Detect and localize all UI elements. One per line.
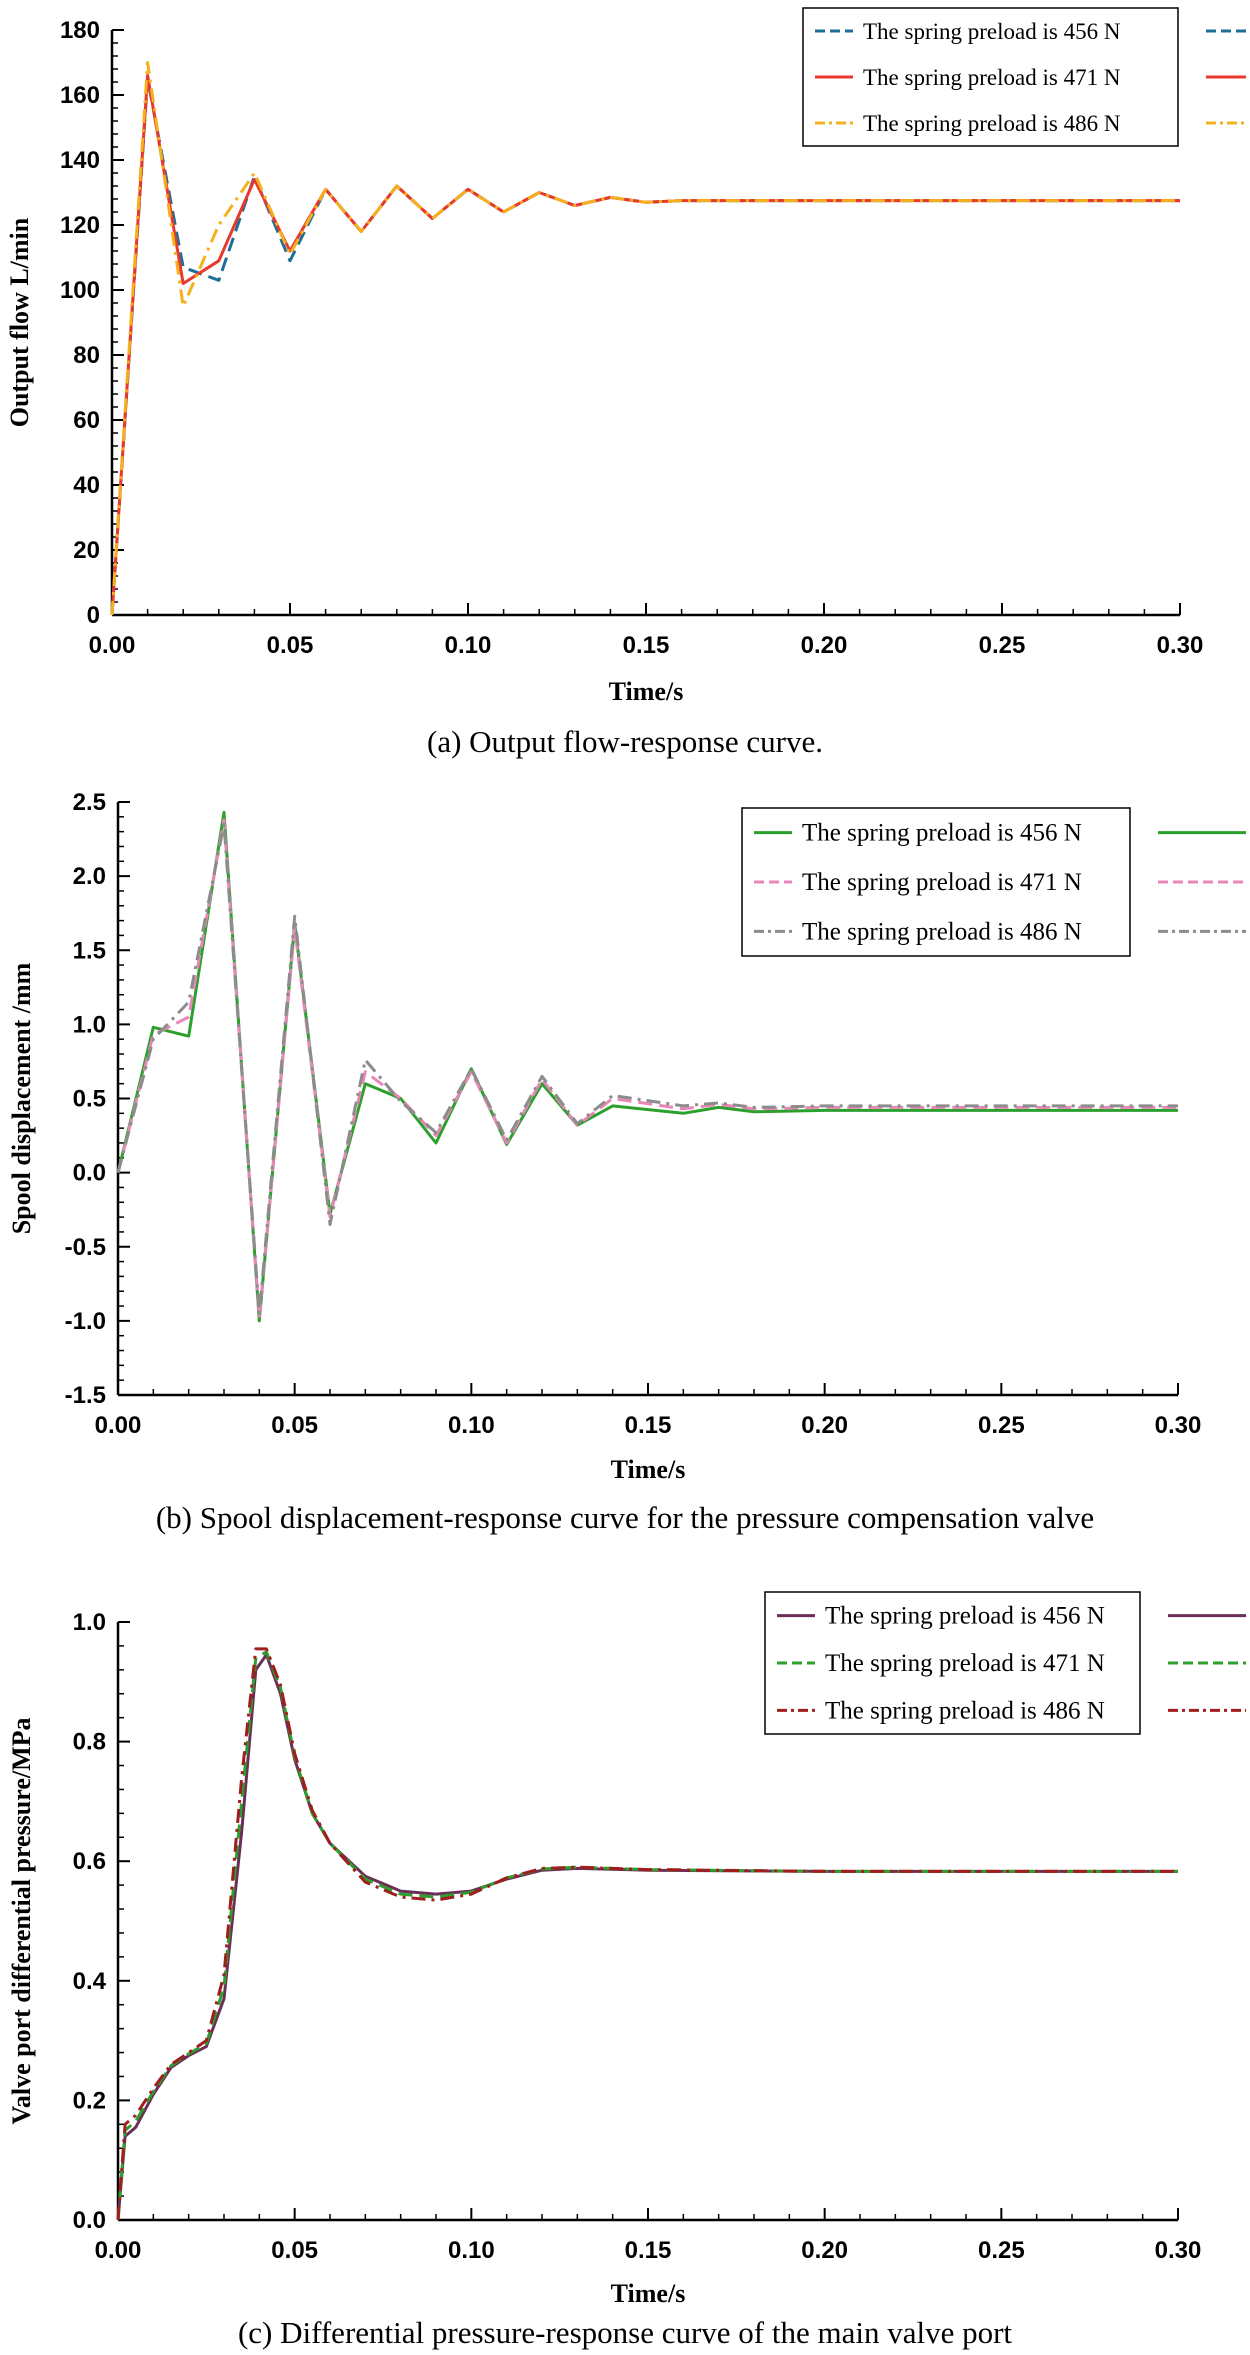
panel-a-output-flow: 0.00 0.05 0.10 0.15 0.20 0.25 0.30 0 20 40 60 80 100… (5, 7, 1246, 759)
y-tick-label: -1.0 (65, 1308, 106, 1335)
x-tick-label: 0.30 (1155, 1412, 1202, 1439)
series-line-3 (116, 1647, 1178, 2221)
y-tick-label: 0.8 (73, 1729, 106, 1756)
x-tick-label: 0.10 (448, 1412, 495, 1439)
legend-label-2: The spring preload is 471 N (825, 1650, 1105, 1677)
x-axis-label: Time/s (611, 2279, 686, 2308)
x-tick-label: 0.00 (95, 1412, 142, 1439)
y-tick-label: 0.0 (73, 2207, 106, 2234)
legend-box (741, 807, 1131, 957)
y-tick-label: 0.6 (73, 1848, 106, 1875)
x-axis-label: Time/s (609, 677, 684, 706)
x-tick-label: 0.25 (978, 1412, 1025, 1439)
y-tick-label: 60 (73, 407, 100, 434)
figure-caption: (a) Output flow-response curve. (427, 724, 823, 759)
legend-label-1: The spring preload is 456 N (802, 820, 1082, 847)
y-axis-label: Output flow L/min (5, 217, 34, 427)
figure-caption: (b) Spool displacement-response curve fo… (156, 1500, 1094, 1535)
y-tick-label: 2.5 (73, 789, 106, 816)
x-tick-label: 0.10 (448, 2237, 495, 2264)
legend-label-3: The spring preload is 486 N (802, 918, 1082, 945)
x-tick-label: 0.10 (445, 632, 492, 659)
y-tick-label: 1.5 (73, 937, 106, 964)
x-tick-label: 0.00 (89, 632, 136, 659)
x-tick-label: 0.05 (271, 2237, 318, 2264)
x-tick-label: 0.05 (271, 1412, 318, 1439)
y-tick-label: 0.2 (73, 2087, 106, 2114)
legend-box (764, 1591, 1141, 1735)
x-tick-label: 0.15 (625, 1412, 672, 1439)
panel-c-differential-pressure: 0.00 0.05 0.10 0.15 0.20 0.25 0.30 0.0 0.2 0.4 0.6… (7, 1591, 1246, 2350)
x-tick-label: 0.30 (1155, 2237, 1202, 2264)
y-tick-label: 0 (87, 602, 100, 629)
x-tick-label: 0.25 (979, 632, 1026, 659)
x-tick-label: 0.20 (801, 632, 848, 659)
y-tick-label: 40 (73, 472, 100, 499)
x-tick-label: 0.30 (1157, 632, 1204, 659)
y-tick-label: -1.5 (65, 1382, 106, 1409)
series-line-3 (110, 61, 1180, 616)
y-axis-label: Spool displacement /mm (7, 962, 36, 1234)
series-line-3 (116, 822, 1178, 1315)
y-tick-label: 140 (60, 147, 100, 174)
legend-label-3: The spring preload is 486 N (863, 111, 1121, 136)
x-tick-label: 0.25 (978, 2237, 1025, 2264)
legend-label-1: The spring preload is 456 N (825, 1603, 1105, 1630)
legend-label-1: The spring preload is 456 N (863, 19, 1121, 44)
y-tick-label: 20 (73, 537, 100, 564)
legend-label-2: The spring preload is 471 N (802, 869, 1082, 896)
y-tick-label: -0.5 (65, 1234, 106, 1261)
y-tick-label: 80 (73, 342, 100, 369)
figure-caption: (c) Differential pressure-response curve… (238, 2315, 1012, 2350)
y-tick-label: 2.0 (73, 863, 106, 890)
x-tick-label: 0.00 (95, 2237, 142, 2264)
y-tick-label: 120 (60, 212, 100, 239)
y-tick-label: 180 (60, 17, 100, 44)
y-axis-label: Valve port differential pressure/MPa (7, 1717, 36, 2124)
y-tick-label: 1.0 (73, 1609, 106, 1636)
series-line-2 (116, 818, 1178, 1320)
x-tick-label: 0.15 (625, 2237, 672, 2264)
y-tick-label: 100 (60, 277, 100, 304)
y-tick-label: 0.0 (73, 1160, 106, 1187)
x-tick-label: 0.20 (801, 2237, 848, 2264)
y-tick-label: 0.5 (73, 1086, 106, 1113)
legend-label-2: The spring preload is 471 N (863, 65, 1121, 90)
legend-box (802, 7, 1179, 147)
y-tick-label: 0.4 (73, 1968, 107, 1995)
x-tick-label: 0.15 (623, 632, 670, 659)
x-tick-label: 0.05 (267, 632, 314, 659)
y-tick-label: 160 (60, 82, 100, 109)
x-tick-label: 0.20 (801, 1412, 848, 1439)
panel-b-spool-displacement: 0.00 0.05 0.10 0.15 0.20 0.25 0.30 -1.5 -1.0 -0.5… (7, 789, 1246, 1535)
y-tick-label: 1.0 (73, 1011, 106, 1038)
legend-label-3: The spring preload is 486 N (825, 1697, 1105, 1724)
x-axis-label: Time/s (611, 1455, 686, 1484)
